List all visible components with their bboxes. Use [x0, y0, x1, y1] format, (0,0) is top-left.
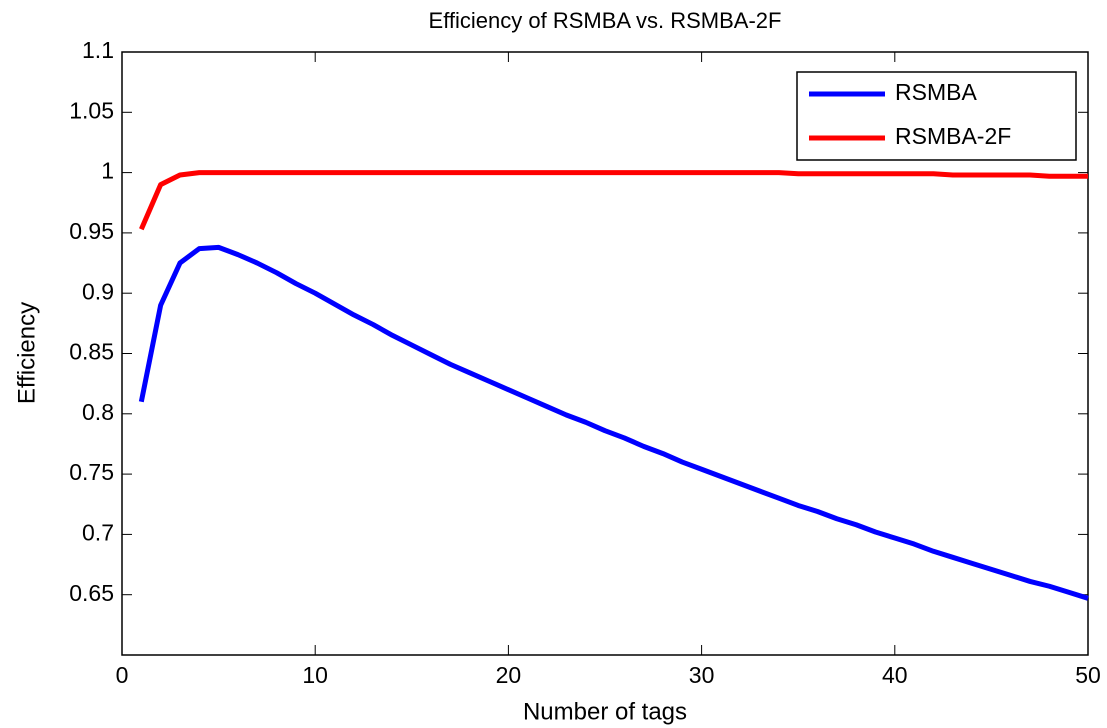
- y-tick-label: 1: [101, 158, 114, 184]
- x-tick-label: 30: [689, 662, 715, 688]
- x-tick-label: 40: [882, 662, 908, 688]
- x-tick-label: 10: [302, 662, 328, 688]
- y-tick-label: 0.85: [69, 339, 114, 365]
- y-tick-label: 0.65: [69, 580, 114, 606]
- legend-label: RSMBA-2F: [895, 123, 1011, 149]
- legend-box: [796, 71, 1077, 161]
- y-axis-label: Efficiency: [13, 302, 40, 404]
- chart-title: Efficiency of RSMBA vs. RSMBA-2F: [429, 8, 782, 33]
- y-tick-label: 0.9: [82, 278, 114, 304]
- y-tick-label: 0.95: [69, 218, 114, 244]
- y-tick-label: 1.1: [82, 37, 114, 63]
- legend-label: RSMBA: [895, 79, 977, 105]
- series-line: [139, 170, 1088, 231]
- x-tick-label: 50: [1075, 662, 1101, 688]
- series-line: [138, 244, 1089, 601]
- y-tick-label: 0.7: [82, 519, 114, 545]
- x-tick-label: 0: [116, 662, 129, 688]
- x-axis-label: Number of tags: [523, 698, 687, 725]
- x-tick-label: 20: [496, 662, 522, 688]
- y-tick-label: 1.05: [69, 97, 114, 123]
- y-tick-label: 0.75: [69, 459, 114, 485]
- y-tick-label: 0.8: [82, 399, 114, 425]
